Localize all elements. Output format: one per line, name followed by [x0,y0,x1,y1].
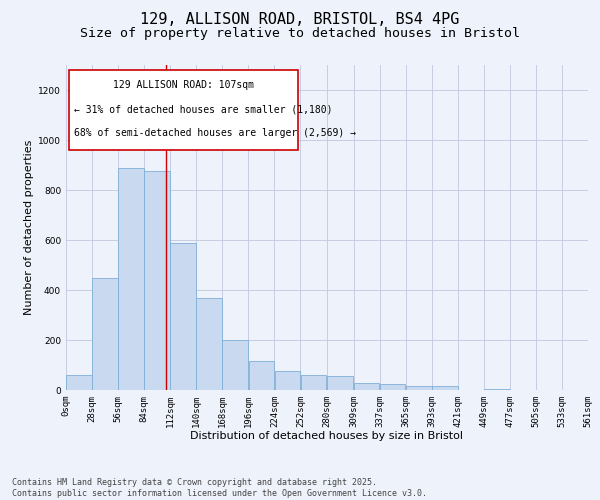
Bar [484,389,510,390]
Bar [353,382,379,390]
Bar [66,375,92,390]
Y-axis label: Number of detached properties: Number of detached properties [24,140,34,315]
Bar [406,386,431,390]
Bar [301,375,326,390]
Text: 68% of semi-detached houses are larger (2,569) →: 68% of semi-detached houses are larger (… [74,128,356,138]
Bar [196,298,222,390]
Text: Contains HM Land Registry data © Crown copyright and database right 2025.
Contai: Contains HM Land Registry data © Crown c… [12,478,427,498]
Bar [144,171,170,390]
Bar [248,361,274,390]
Bar [432,386,458,390]
Bar [380,384,406,390]
Text: 129 ALLISON ROAD: 107sqm: 129 ALLISON ROAD: 107sqm [113,80,254,90]
X-axis label: Distribution of detached houses by size in Bristol: Distribution of detached houses by size … [191,432,464,442]
Bar [118,168,144,390]
Bar [92,278,118,390]
Bar [223,340,248,390]
Text: ← 31% of detached houses are smaller (1,180): ← 31% of detached houses are smaller (1,… [74,104,332,114]
Bar [326,376,353,390]
Text: 129, ALLISON ROAD, BRISTOL, BS4 4PG: 129, ALLISON ROAD, BRISTOL, BS4 4PG [140,12,460,28]
FancyBboxPatch shape [68,70,298,150]
Bar [170,242,196,390]
Bar [275,371,301,390]
Text: Size of property relative to detached houses in Bristol: Size of property relative to detached ho… [80,28,520,40]
